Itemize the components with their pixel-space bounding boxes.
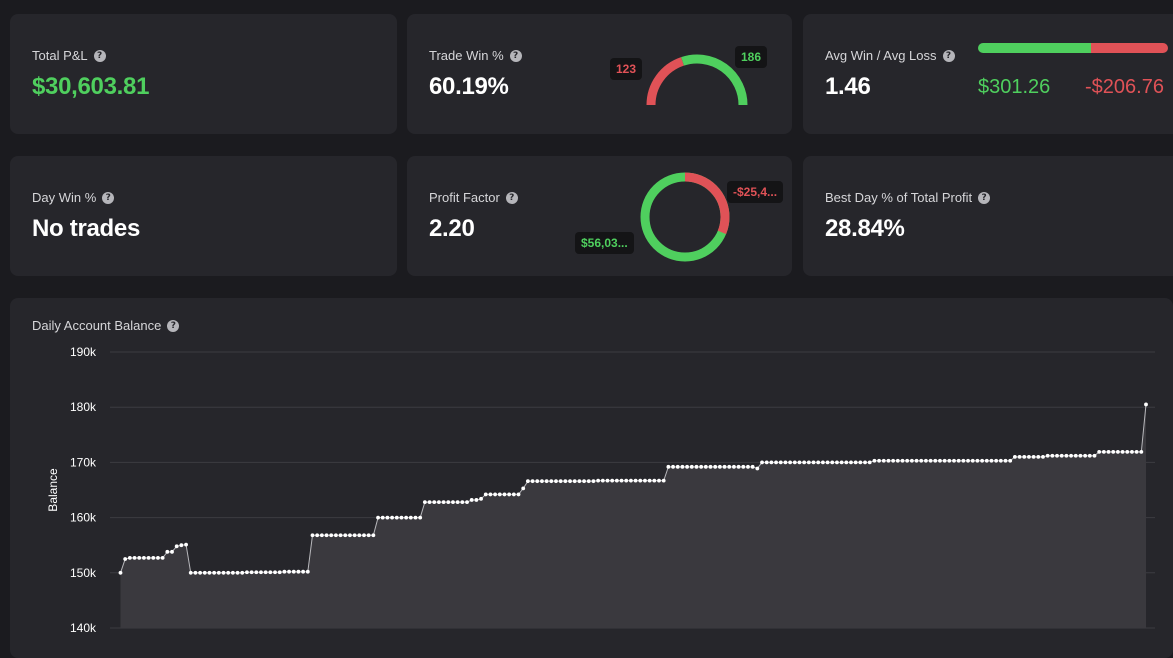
avg-loss-amount: -$206.76 xyxy=(1085,76,1164,98)
trade-win-label-text: Trade Win % xyxy=(429,48,504,63)
profit-factor-loss-ring xyxy=(640,172,730,262)
avg-win-loss-value: 1.46 xyxy=(825,73,871,100)
total-pnl-label: Total P&L ? xyxy=(32,48,106,63)
total-pnl-label-text: Total P&L xyxy=(32,48,88,63)
help-icon[interactable]: ? xyxy=(102,191,115,204)
balance-chart-title-text: Daily Account Balance xyxy=(32,318,162,333)
avg-win-amount: $301.26 xyxy=(978,76,1051,98)
avg-win-loss-card: Avg Win / Avg Loss ? 1.46 $301.26 -$206.… xyxy=(803,14,1173,134)
help-icon[interactable]: ? xyxy=(509,49,522,62)
help-icon[interactable]: ? xyxy=(942,49,955,62)
profit-factor-loss-tag: -$25,4... xyxy=(727,181,784,203)
trade-win-win-arc xyxy=(681,54,748,106)
best-day-value: 28.84% xyxy=(825,215,905,242)
total-pnl-value: $30,603.81 xyxy=(32,73,150,100)
avg-loss-bar-fill xyxy=(1090,43,1168,53)
trade-win-loss-arc xyxy=(646,57,685,106)
total-pnl-card: Total P&L ? $30,603.81 xyxy=(10,14,397,134)
help-icon[interactable]: ? xyxy=(167,319,180,332)
trade-win-value: 60.19% xyxy=(429,73,509,100)
balance-chart-title: Daily Account Balance ? xyxy=(32,318,180,333)
day-win-label-text: Day Win % xyxy=(32,190,97,205)
best-day-label: Best Day % of Total Profit ? xyxy=(825,190,991,205)
profit-factor-value: 2.20 xyxy=(429,215,475,242)
help-icon[interactable]: ? xyxy=(505,191,518,204)
avg-win-loss-bar xyxy=(978,43,1168,53)
day-win-value: No trades xyxy=(32,215,140,242)
trade-win-label: Trade Win % ? xyxy=(429,48,522,63)
day-win-label: Day Win % ? xyxy=(32,190,115,205)
profit-factor-profit-tag: $56,03... xyxy=(575,232,634,254)
best-day-card: Best Day % of Total Profit ? 28.84% xyxy=(803,156,1173,276)
trade-win-card: Trade Win % ? 60.19% 123 186 xyxy=(407,14,792,134)
avg-win-loss-label: Avg Win / Avg Loss ? xyxy=(825,48,955,63)
day-win-card: Day Win % ? No trades xyxy=(10,156,397,276)
trade-win-wins-tag: 186 xyxy=(735,46,768,68)
trade-win-gauge xyxy=(646,54,748,106)
balance-chart-card: Daily Account Balance ? xyxy=(10,298,1173,658)
profit-factor-donut xyxy=(640,172,730,262)
help-icon[interactable]: ? xyxy=(93,49,106,62)
profit-factor-label-text: Profit Factor xyxy=(429,190,500,205)
profit-factor-card: Profit Factor ? 2.20 -$25,4... $56,03... xyxy=(407,156,792,276)
profit-factor-label: Profit Factor ? xyxy=(429,190,518,205)
avg-win-loss-label-text: Avg Win / Avg Loss xyxy=(825,48,937,63)
help-icon[interactable]: ? xyxy=(978,191,991,204)
trade-win-losses-tag: 123 xyxy=(610,58,643,80)
best-day-label-text: Best Day % of Total Profit xyxy=(825,190,973,205)
avg-win-bar-fill xyxy=(978,43,1091,53)
